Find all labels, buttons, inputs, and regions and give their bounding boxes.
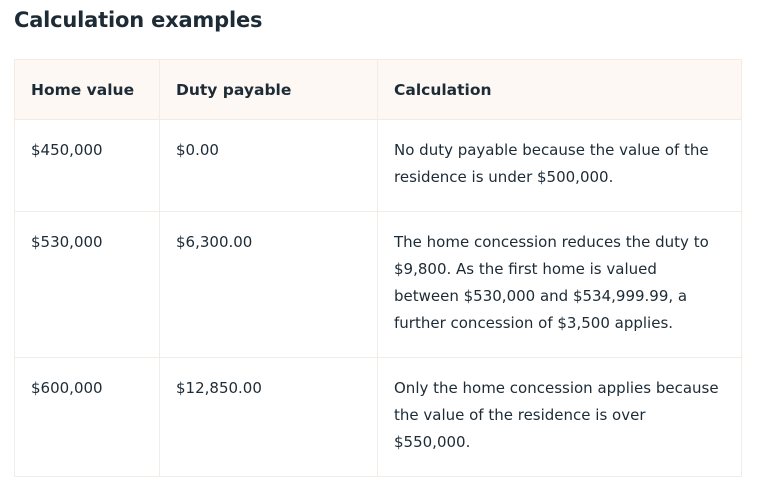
header-home-value: Home value (14, 59, 160, 120)
table-row: $450,000 $0.00 No duty payable because t… (14, 119, 742, 212)
table-header-row: Home value Duty payable Calculation (14, 59, 742, 120)
duty-payable-cell: $12,850.00 (159, 357, 378, 477)
table-row: $600,000 $12,850.00 Only the home conces… (14, 357, 742, 477)
calculation-cell: Only the home concession applies because… (377, 357, 742, 477)
calculation-examples-table: Home value Duty payable Calculation $450… (14, 59, 742, 477)
header-duty-payable: Duty payable (159, 59, 378, 120)
home-value-cell: $450,000 (14, 119, 160, 212)
home-value-cell: $530,000 (14, 211, 160, 358)
calculation-cell: No duty payable because the value of the… (377, 119, 742, 212)
section-title: Calculation examples (14, 8, 263, 32)
duty-payable-cell: $0.00 (159, 119, 378, 212)
calculation-cell: The home concession reduces the duty to … (377, 211, 742, 358)
header-calculation: Calculation (377, 59, 742, 120)
duty-payable-cell: $6,300.00 (159, 211, 378, 358)
table-row: $530,000 $6,300.00 The home concession r… (14, 211, 742, 358)
home-value-cell: $600,000 (14, 357, 160, 477)
